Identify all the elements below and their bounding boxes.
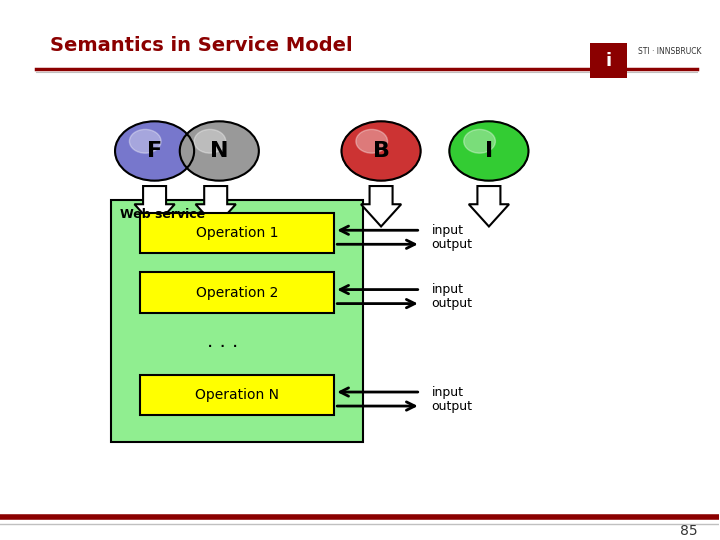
Circle shape bbox=[464, 130, 495, 153]
Text: input: input bbox=[431, 224, 464, 237]
Text: Web service: Web service bbox=[120, 208, 205, 221]
Circle shape bbox=[449, 122, 528, 181]
Text: input: input bbox=[431, 386, 464, 399]
Text: output: output bbox=[431, 297, 472, 310]
Polygon shape bbox=[469, 186, 509, 226]
Polygon shape bbox=[196, 186, 236, 226]
Polygon shape bbox=[361, 186, 401, 226]
Text: Operation N: Operation N bbox=[195, 388, 279, 402]
Text: i: i bbox=[606, 52, 611, 70]
Text: input: input bbox=[431, 283, 464, 296]
Text: F: F bbox=[147, 141, 162, 161]
Circle shape bbox=[341, 122, 420, 181]
Circle shape bbox=[115, 122, 194, 181]
Text: output: output bbox=[431, 238, 472, 251]
Text: B: B bbox=[372, 141, 390, 161]
FancyBboxPatch shape bbox=[140, 272, 334, 313]
Circle shape bbox=[356, 130, 387, 153]
Text: N: N bbox=[210, 141, 228, 161]
Text: STI · INNSBRUCK: STI · INNSBRUCK bbox=[639, 47, 702, 56]
Text: I: I bbox=[485, 141, 493, 161]
Circle shape bbox=[130, 130, 161, 153]
Circle shape bbox=[180, 122, 258, 181]
Text: 85: 85 bbox=[680, 524, 698, 538]
FancyBboxPatch shape bbox=[140, 375, 334, 415]
Text: Operation 2: Operation 2 bbox=[196, 286, 279, 300]
Text: · · ·: · · · bbox=[207, 338, 238, 357]
Polygon shape bbox=[135, 186, 175, 226]
Circle shape bbox=[194, 130, 226, 153]
Text: output: output bbox=[431, 400, 472, 413]
FancyBboxPatch shape bbox=[112, 199, 363, 442]
FancyBboxPatch shape bbox=[590, 43, 627, 78]
Text: Semantics in Service Model: Semantics in Service Model bbox=[50, 36, 353, 55]
FancyBboxPatch shape bbox=[140, 213, 334, 253]
Text: Operation 1: Operation 1 bbox=[196, 226, 279, 240]
